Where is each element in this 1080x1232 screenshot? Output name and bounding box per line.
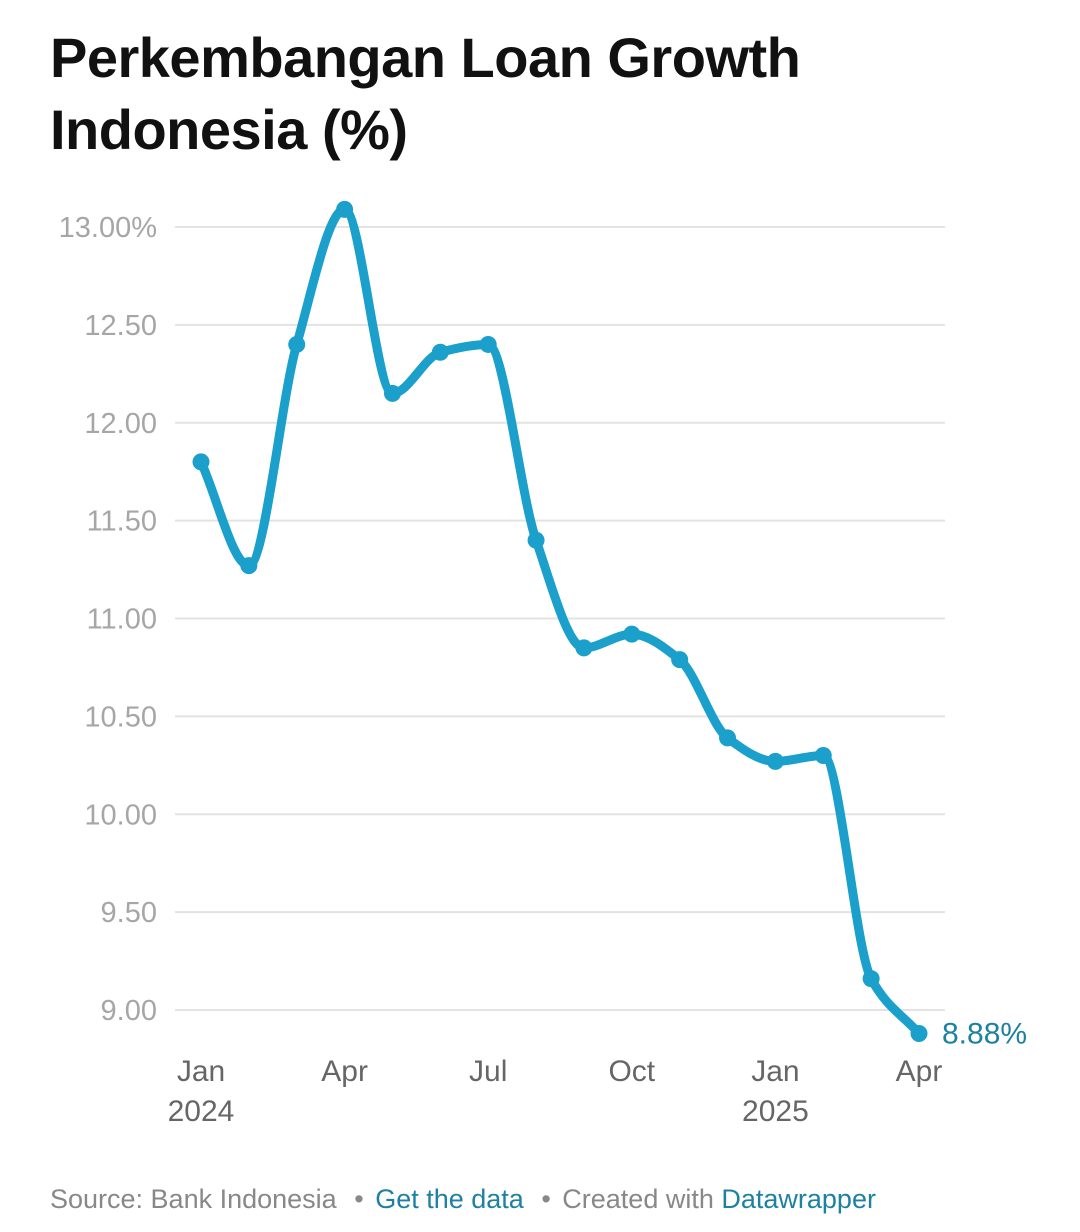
last-value-label: 8.88% — [942, 1017, 1027, 1050]
value-labels: 8.88% — [942, 1017, 1027, 1050]
x-axis-ticks: Jan 2024 Apr Jul Oct Jan 2025 Apr — [168, 1055, 943, 1128]
y-tick-label: 10.00 — [84, 799, 157, 831]
line-chart: 13.00% 12.50 12.00 11.50 11.00 10.50 10.00 9.50… — [59, 200, 1027, 1128]
x-tick-label: Jan — [751, 1055, 799, 1088]
grid-lines — [175, 226, 945, 1011]
footer-separator: • — [354, 1184, 364, 1214]
y-axis-ticks: 13.00% 12.50 12.00 11.50 11.00 10.50 10.00 9.50… — [59, 212, 157, 1027]
y-tick-label: 9.00 — [101, 995, 157, 1027]
datawrapper-link[interactable]: Datawrapper — [721, 1184, 876, 1214]
y-tick-label: 12.00 — [84, 408, 157, 440]
data-point — [719, 729, 737, 747]
data-point — [383, 384, 401, 402]
series-line — [196, 204, 924, 1038]
data-point — [288, 335, 306, 353]
x-tick-label: Oct — [608, 1055, 655, 1088]
y-tick-label: 10.50 — [84, 701, 157, 733]
data-point — [527, 531, 545, 549]
created-with-text: Created with — [562, 1184, 714, 1214]
footer-separator: • — [541, 1184, 551, 1214]
x-tick-year-label: 2024 — [168, 1095, 235, 1128]
y-tick-label: 13.00% — [59, 212, 157, 244]
y-tick-label: 9.50 — [101, 897, 157, 929]
data-point — [192, 453, 210, 471]
data-point — [431, 343, 449, 361]
chart-title: Perkembangan Loan Growth Indonesia (%) — [50, 26, 801, 161]
data-point — [814, 747, 832, 765]
data-points — [192, 200, 928, 1042]
data-point — [671, 651, 689, 669]
chart-footer: Source: Bank Indonesia • Get the data • … — [50, 1184, 876, 1215]
x-tick-label: Jul — [469, 1055, 507, 1088]
y-tick-label: 11.00 — [87, 604, 157, 636]
data-point — [623, 625, 641, 643]
data-point — [336, 200, 354, 218]
x-tick-label: Apr — [321, 1055, 368, 1088]
data-point — [910, 1024, 928, 1042]
data-point — [575, 639, 593, 657]
data-point — [766, 752, 784, 770]
series-line-layer — [196, 204, 924, 1038]
x-tick-year-label: 2025 — [742, 1095, 809, 1128]
data-point — [240, 557, 258, 575]
x-tick-label: Jan — [177, 1055, 225, 1088]
y-tick-label: 11.50 — [87, 506, 157, 538]
data-point — [479, 335, 497, 353]
x-tick-label: Apr — [896, 1055, 943, 1088]
y-tick-label: 12.50 — [84, 310, 157, 342]
get-the-data-link[interactable]: Get the data — [375, 1184, 524, 1214]
source-text: Source: Bank Indonesia — [50, 1184, 337, 1214]
data-point — [862, 970, 880, 988]
